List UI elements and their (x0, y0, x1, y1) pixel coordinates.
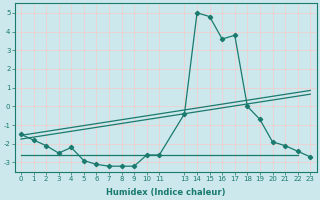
X-axis label: Humidex (Indice chaleur): Humidex (Indice chaleur) (106, 188, 225, 197)
